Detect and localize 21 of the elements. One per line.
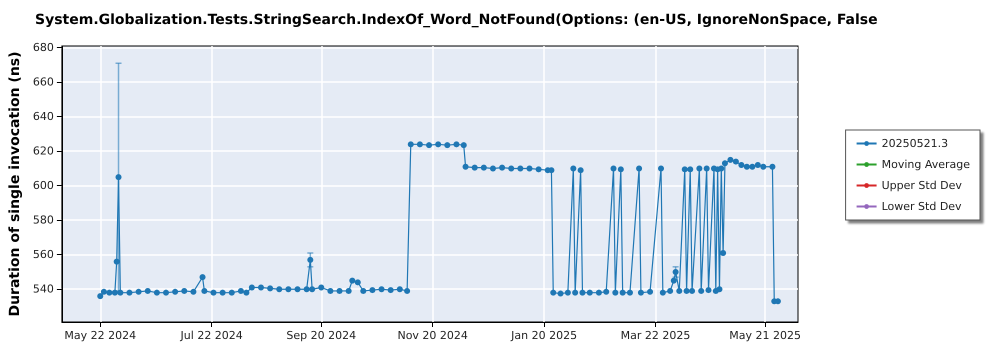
x-tick-label: Jul 22 2024 xyxy=(180,329,243,342)
y-tick-label: 600 xyxy=(32,179,54,192)
legend-label: 20250521.3 xyxy=(882,137,948,150)
x-tick-label: Sep 20 2024 xyxy=(286,329,356,342)
chart-title: System.Globalization.Tests.StringSearch.IndexOf_Word_NotFound(Options: (en-US, IgnoreNonSpace, False xyxy=(35,12,878,28)
y-tick-label: 560 xyxy=(32,248,54,262)
y-tick-label: 660 xyxy=(32,76,54,89)
x-tick-label: Jan 20 2025 xyxy=(510,329,578,342)
x-tick-label: May 22 2024 xyxy=(64,329,136,342)
legend-label: Moving Average xyxy=(882,158,970,171)
y-tick-label: 640 xyxy=(32,110,54,124)
y-axis-title: Duration of single invocation (ns) xyxy=(7,51,23,317)
y-tick-label: 620 xyxy=(32,144,54,158)
legend-label: Lower Std Dev xyxy=(882,200,962,213)
legend-label: Upper Std Dev xyxy=(882,179,962,192)
x-tick-label: Nov 20 2024 xyxy=(397,329,468,342)
x-tick-label: Mar 22 2025 xyxy=(620,329,690,342)
y-tick-label: 580 xyxy=(32,214,54,227)
y-tick-label: 680 xyxy=(32,41,54,54)
y-tick-label: 540 xyxy=(32,282,54,296)
x-tick-label: May 21 2025 xyxy=(729,329,801,342)
